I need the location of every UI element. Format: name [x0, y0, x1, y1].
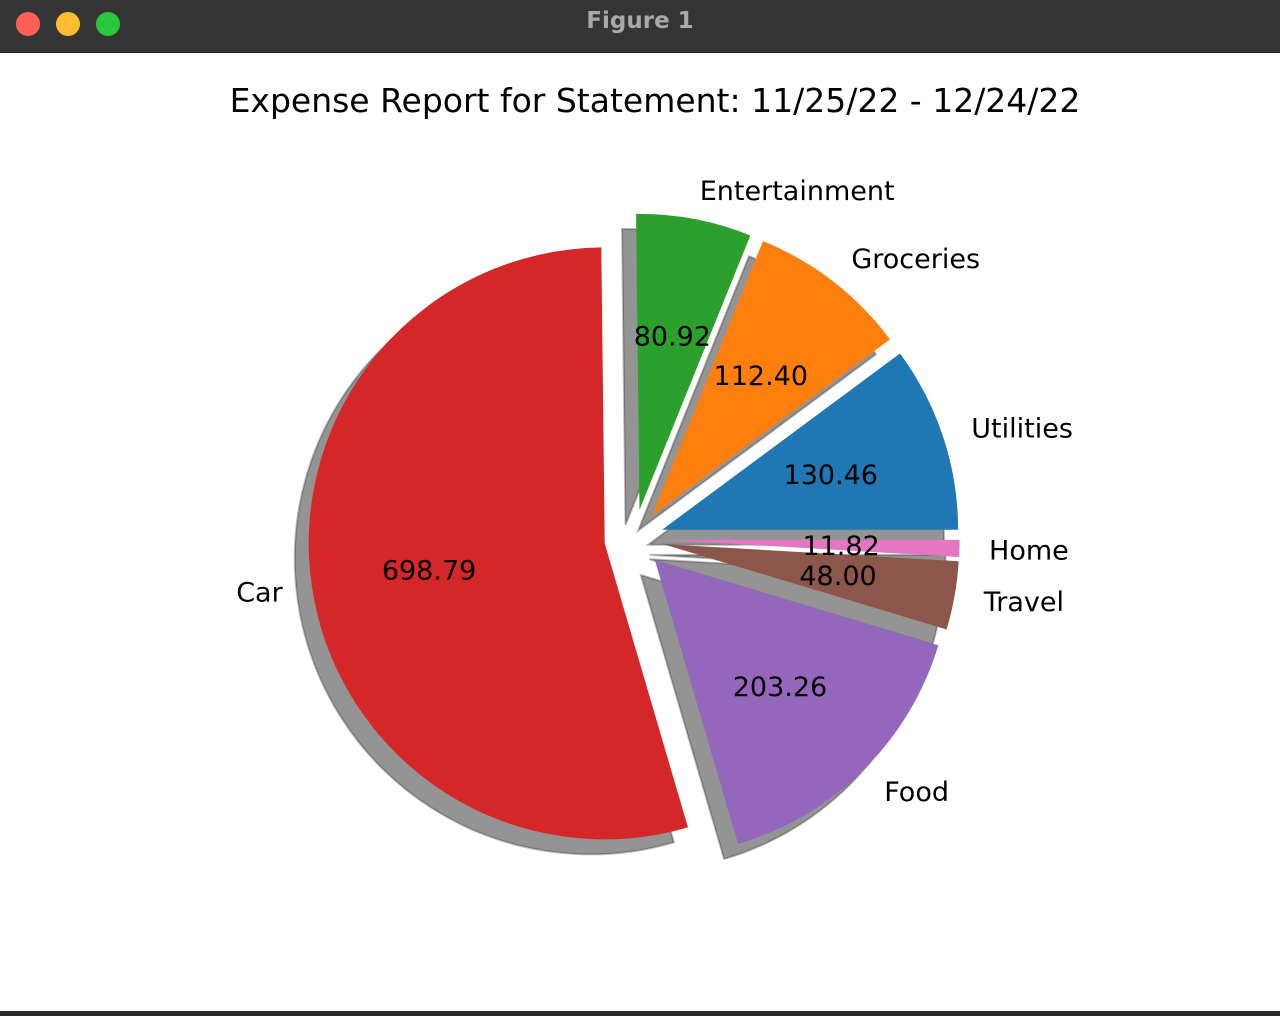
title-bar: Figure 1 [0, 0, 1280, 53]
slice-label-food: Food [884, 777, 949, 808]
slice-value-food: 203.26 [733, 672, 827, 703]
slice-value-car: 698.79 [382, 556, 476, 587]
slice-wedges [308, 213, 960, 845]
slice-food [654, 560, 939, 845]
close-button[interactable] [16, 12, 40, 36]
window-bottom-edge [0, 1011, 1280, 1016]
slice-label-entertainment: Entertainment [700, 176, 895, 207]
slice-home [663, 539, 960, 557]
chart-title: Expense Report for Statement: 11/25/22 -… [230, 81, 1081, 120]
slice-value-entertainment: 80.92 [634, 321, 711, 352]
slice-travel [663, 544, 959, 630]
figure-canvas: Expense Report for Statement: 11/25/22 -… [0, 53, 1280, 1011]
slice-car [308, 247, 688, 840]
slice-value-utilities: 130.46 [784, 460, 878, 491]
slice-label-home: Home [989, 535, 1069, 566]
slice-value-travel: 48.00 [799, 561, 876, 592]
slice-value-home: 11.82 [802, 531, 879, 562]
slice-entertainment [636, 213, 751, 510]
slice-labels: Utilities 130.46 Groceries 112.40 Entertainm… [236, 176, 1073, 808]
slice-value-groceries: 112.40 [714, 361, 808, 392]
slice-label-utilities: Utilities [971, 414, 1073, 445]
slice-label-travel: Travel [983, 587, 1064, 618]
slice-label-groceries: Groceries [851, 244, 980, 275]
slice-utilities [662, 353, 959, 530]
window-title: Figure 1 [586, 8, 694, 34]
zoom-button[interactable] [96, 12, 120, 36]
minimize-button[interactable] [56, 12, 80, 36]
slice-label-car: Car [236, 577, 283, 608]
slice-groceries [652, 241, 890, 516]
pie-chart: Expense Report for Statement: 11/25/22 -… [230, 81, 1081, 861]
